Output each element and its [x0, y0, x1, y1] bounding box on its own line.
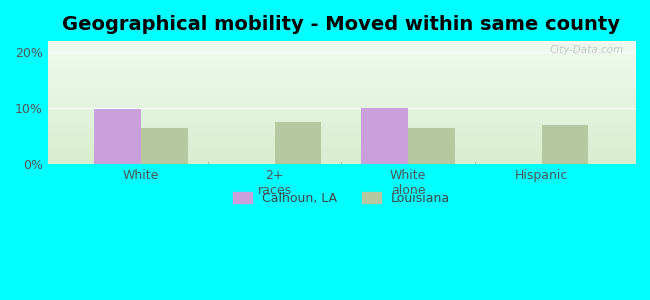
Bar — [361, 108, 408, 164]
Bar — [94, 110, 141, 164]
Bar — [275, 122, 321, 164]
Bar — [141, 128, 188, 164]
Legend: Calhoun, LA, Louisiana: Calhoun, LA, Louisiana — [228, 187, 455, 210]
Bar — [408, 128, 455, 164]
Bar — [541, 125, 588, 164]
Text: City-Data.com: City-Data.com — [549, 45, 623, 55]
Title: Geographical mobility - Moved within same county: Geographical mobility - Moved within sam… — [62, 15, 620, 34]
